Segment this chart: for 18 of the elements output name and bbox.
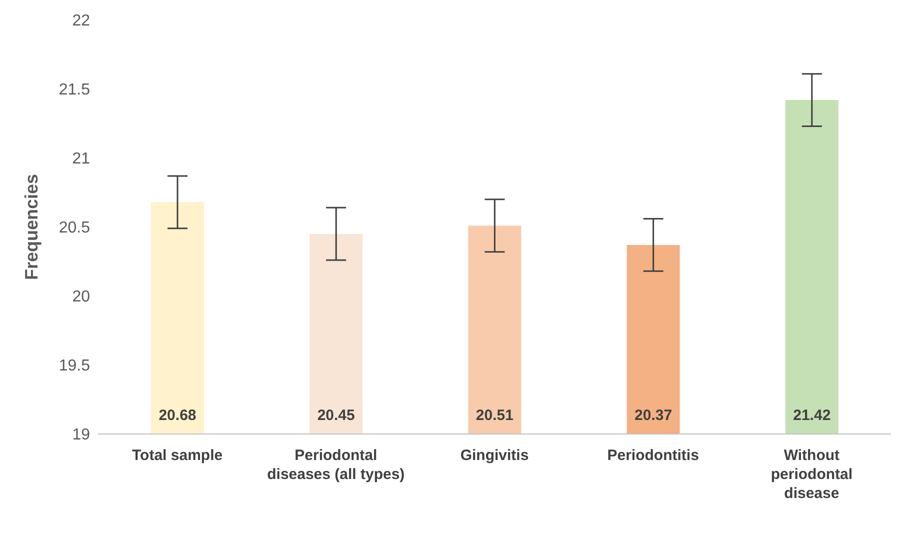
x-tick-label: Gingivitis <box>460 447 529 464</box>
data-label: 20.51 <box>476 407 514 424</box>
x-tick-label: Total sample <box>132 447 223 464</box>
y-tick-label: 21 <box>72 150 90 168</box>
y-tick-label: 19.5 <box>58 358 90 375</box>
y-tick-label: 19 <box>72 426 90 444</box>
x-tick-label: Periodontal diseases (all types) <box>267 447 405 483</box>
data-label: 21.42 <box>793 407 831 424</box>
x-tick-label: Without periodontal disease <box>770 447 853 502</box>
x-tick-label: Periodontitis <box>607 447 699 464</box>
data-label: 20.37 <box>634 407 672 424</box>
y-tick-label: 20.5 <box>58 220 90 237</box>
data-label: 20.45 <box>317 407 355 424</box>
y-axis-title: Frequencies <box>21 174 42 280</box>
data-label: 20.68 <box>158 407 196 424</box>
y-tick-label: 22 <box>72 12 90 30</box>
y-tick-label: 20 <box>72 288 90 306</box>
y-tick-label: 21.5 <box>58 82 90 99</box>
